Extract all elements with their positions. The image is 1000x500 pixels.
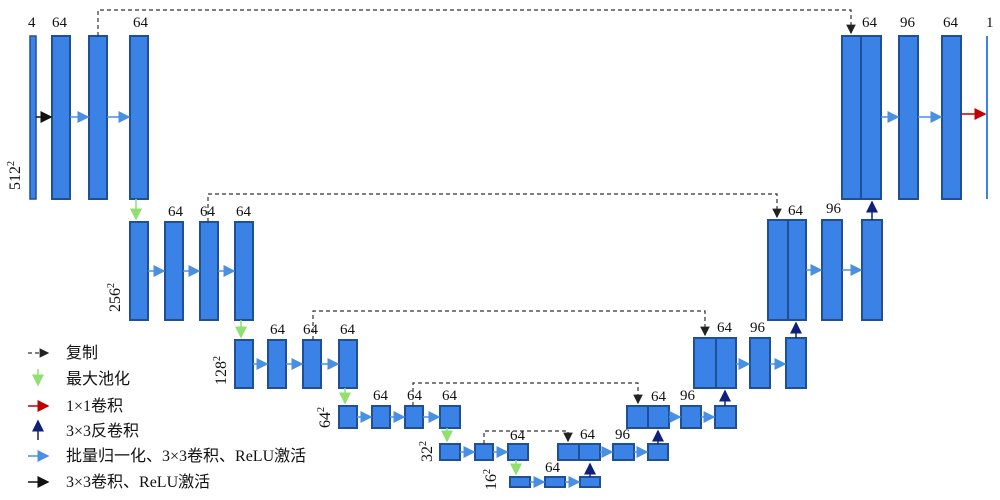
output-block [986,36,988,199]
enc4-block-c [404,405,424,429]
channel-label: 96 [615,427,631,443]
resolution-label: 642 [316,407,334,428]
legend-item-conv1x1: 1×1卷积 [28,397,123,415]
dec3-block-c [785,337,807,389]
channel-label: 64 [407,388,423,404]
dec3-concat-a [693,337,717,389]
dec2-concat-a [767,219,789,321]
skip-connection [483,430,573,444]
dec5-block-b [612,443,635,461]
channel-label: 64 [236,204,252,220]
skip-connection [97,9,856,36]
dec4-concat-a [626,405,649,429]
dec1-concat-b [860,35,882,200]
channel-label: 64 [580,427,596,443]
channel-label: 96 [680,388,696,404]
enc2-block-d [234,221,254,321]
legend-item-conv: 3×3卷积、ReLU激活 [28,473,210,491]
enc3-block-a [234,339,254,389]
bottleneck-block-a [509,476,531,488]
dec4-concat-b [647,405,670,429]
input-block [29,35,37,200]
resolution-label: 2562 [106,283,124,312]
channel-label: 96 [826,201,842,217]
legend-label: 批量归一化、3×3卷积、ReLU激活 [66,447,306,465]
legend-item-copy: 复制 [28,344,98,362]
dec4-block-b [680,405,702,429]
channel-label: 64 [442,388,458,404]
channel-label: 64 [510,428,526,444]
channel-label: 64 [340,322,356,338]
enc3-block-b [267,339,287,389]
enc2-block-c [199,221,219,321]
legend-label: 复制 [66,344,98,362]
dec3-block-b [749,337,771,389]
channel-label: 64 [373,388,389,404]
enc5-block-b [474,443,494,461]
dec4-block-c [714,405,737,429]
skip-connection [207,193,782,222]
channel-label: 64 [545,460,561,476]
bottleneck-block-c [579,476,601,488]
channel-label: 96 [750,320,766,336]
resolution-label: 162 [482,469,500,490]
dec3-concat-b [715,337,737,389]
dec2-concat-b [787,219,807,321]
legend: 复制 最大池化 1×1卷积 3×3反卷积 批量归一化、3×3卷积、ReLU激活 … [28,344,306,491]
enc1-block-a [51,35,71,200]
enc3-block-d [338,339,358,389]
enc5-block-a [439,443,461,461]
channel-label: 64 [788,203,804,219]
enc5-block-c [507,443,529,461]
channel-label: 96 [900,15,916,31]
resolution-label: 322 [418,441,436,462]
legend-item-deconv: 3×3反卷积 [32,419,139,440]
enc4-block-a [338,405,358,429]
dec1-block-b [898,35,919,200]
dec5-concat-b [578,443,601,461]
legend-item-maxpool: 最大池化 [32,369,130,388]
legend-item-bnconv: 批量归一化、3×3卷积、ReLU激活 [28,447,306,465]
enc1-block-c [129,35,149,200]
channel-label: 64 [303,322,319,338]
legend-label: 3×3反卷积 [66,422,139,440]
channel-label: 64 [52,15,68,31]
legend-label: 3×3卷积、ReLU激活 [66,473,210,491]
channel-label: 64 [133,15,149,31]
bottleneck-block-b [544,476,566,488]
dec2-block-c [861,219,883,321]
enc1-block-b [88,35,108,200]
legend-label: 1×1卷积 [66,397,123,415]
dec1-block-c [941,35,962,200]
enc4-block-b [371,405,391,429]
channel-label: 1 [986,15,994,31]
skip-connection [312,310,710,340]
channel-label: 64 [168,204,184,220]
enc4-block-d [439,405,461,429]
enc3-block-c [302,339,322,389]
legend-label: 最大池化 [66,370,130,388]
dec2-block-b [821,219,843,321]
dec5-block-c [647,443,669,461]
channel-label: 64 [270,322,286,338]
channel-label: 4 [28,15,36,31]
dec5-concat-a [557,443,580,461]
enc2-block-a [129,221,149,321]
dec1-concat-a [841,35,862,200]
resolution-label: 1282 [212,356,230,385]
channel-label: 64 [862,15,878,31]
resolution-label: 5122 [6,161,24,190]
channel-label: 64 [651,389,667,405]
channel-label: 64 [943,15,959,31]
enc2-block-b [164,221,184,321]
channel-label: 64 [717,320,733,336]
skip-connection [412,382,643,406]
